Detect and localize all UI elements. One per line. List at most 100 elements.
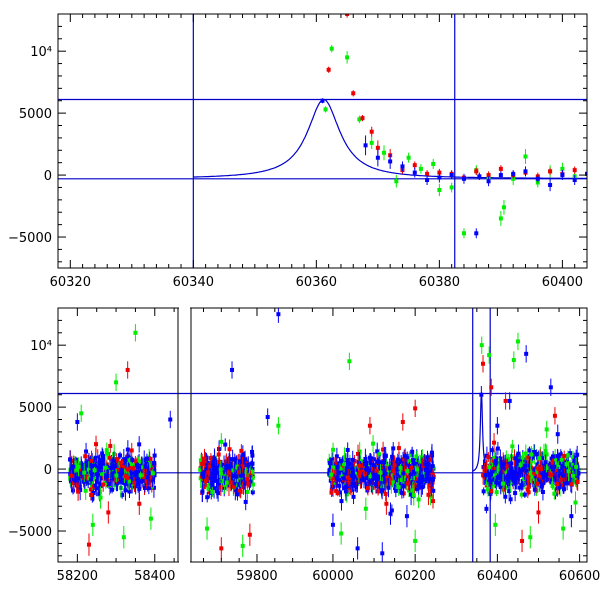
data-point <box>217 459 222 464</box>
data-point <box>209 481 214 486</box>
data-point <box>238 489 243 494</box>
red-data-point <box>360 114 365 122</box>
data-point <box>101 454 106 459</box>
green-data-point <box>114 469 119 483</box>
data-point <box>68 457 73 462</box>
green-data-point <box>101 465 106 483</box>
data-point <box>429 488 434 493</box>
data-point <box>134 473 139 478</box>
data-point <box>239 448 244 453</box>
data-point <box>375 145 380 150</box>
data-point <box>128 476 133 481</box>
blue-data-point <box>425 175 430 185</box>
data-point <box>111 458 116 463</box>
data-point <box>79 471 84 476</box>
blue-data-point <box>374 472 379 486</box>
data-point <box>147 463 152 468</box>
red-data-point <box>208 453 213 463</box>
data-point <box>381 447 386 452</box>
data-point <box>217 480 222 485</box>
red-data-point <box>148 467 153 488</box>
data-point <box>208 456 213 461</box>
data-point <box>331 465 336 470</box>
data-point <box>125 475 130 480</box>
data-point <box>74 482 79 487</box>
data-point <box>417 460 422 465</box>
blue-data-point <box>363 454 368 475</box>
data-point <box>365 473 370 478</box>
data-point <box>371 457 376 462</box>
data-point <box>358 458 363 463</box>
data-point <box>326 67 331 72</box>
blue-data-point <box>327 457 332 469</box>
blue-data-point <box>130 456 135 464</box>
data-point <box>78 488 83 493</box>
red-data-point <box>362 470 367 478</box>
data-point <box>371 463 376 468</box>
data-point <box>235 482 240 487</box>
blue-data-point <box>382 465 387 482</box>
data-point <box>363 476 368 481</box>
blue-data-point <box>513 484 518 502</box>
data-point <box>239 473 244 478</box>
green-data-point <box>415 464 420 475</box>
data-point <box>223 442 228 447</box>
blue-data-point <box>250 445 255 466</box>
data-point <box>345 14 350 16</box>
series-blue <box>320 98 587 239</box>
blue-data-point <box>474 228 479 239</box>
data-point <box>431 499 436 504</box>
data-point <box>426 476 431 481</box>
series-red <box>326 14 577 182</box>
data-point <box>327 460 332 465</box>
blue-data-point <box>241 452 246 461</box>
data-point <box>132 470 137 475</box>
data-point <box>339 499 344 504</box>
data-point <box>572 178 577 183</box>
data-point <box>355 451 360 456</box>
green-data-point <box>449 182 454 193</box>
data-point <box>373 482 378 487</box>
red-data-point <box>431 493 436 509</box>
data-point <box>420 474 425 479</box>
data-point <box>394 467 399 472</box>
top-frame <box>57 13 588 269</box>
data-point <box>350 469 355 474</box>
data-point <box>335 464 340 469</box>
green-data-point <box>92 466 97 474</box>
data-point <box>415 467 420 472</box>
data-point <box>375 449 380 454</box>
data-point <box>137 459 142 464</box>
data-point <box>105 474 110 479</box>
data-point <box>328 467 333 472</box>
green-data-point <box>371 435 376 453</box>
data-point <box>216 452 221 457</box>
data-point <box>86 467 91 472</box>
data-point <box>425 178 430 183</box>
blue-data-point <box>119 466 124 474</box>
data-point <box>248 479 253 484</box>
blue-data-point <box>409 484 414 506</box>
data-point <box>83 454 88 459</box>
green-data-point <box>103 462 108 474</box>
blue-data-point <box>152 448 157 463</box>
red-data-point <box>108 439 113 453</box>
data-point <box>338 459 343 464</box>
data-point <box>246 463 251 468</box>
green-data-point <box>127 457 132 464</box>
blue-data-point <box>412 167 417 178</box>
data-point <box>142 485 147 490</box>
red-data-point <box>335 490 340 497</box>
data-point <box>345 55 350 60</box>
y-tick-label: 10⁴ <box>30 45 52 60</box>
blue-data-point <box>368 478 373 486</box>
blue-data-point <box>511 170 516 178</box>
data-point <box>228 480 233 485</box>
data-point <box>335 491 340 496</box>
blue-data-point <box>216 463 221 482</box>
data-point <box>90 496 95 501</box>
data-point <box>426 462 431 467</box>
data-point <box>231 484 236 489</box>
data-point <box>474 169 479 174</box>
data-point <box>330 484 335 489</box>
